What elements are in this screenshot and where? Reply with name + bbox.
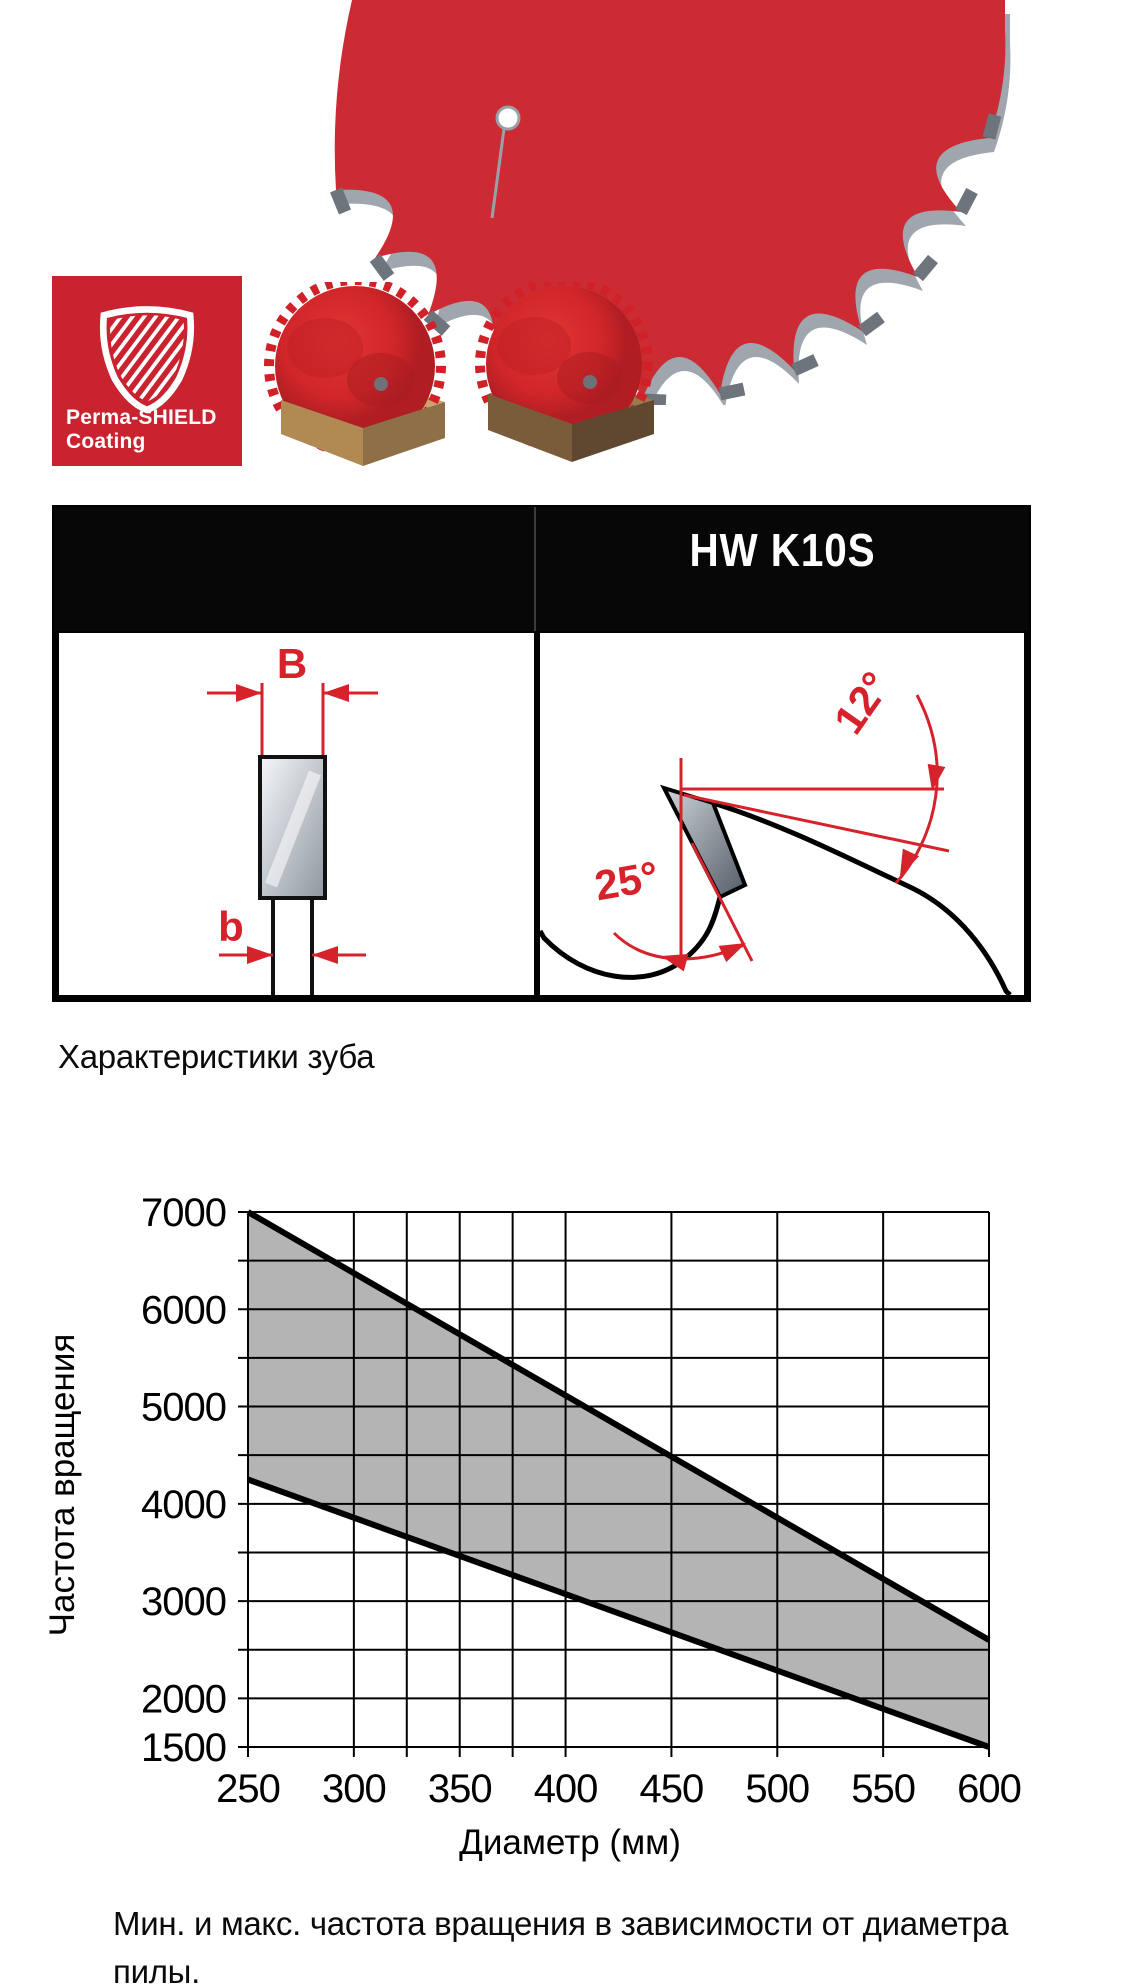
y-tick-label: 6000 — [141, 1288, 226, 1332]
x-tick-label: 400 — [534, 1767, 598, 1811]
y-tick-label: 2000 — [141, 1677, 226, 1721]
rpm-line-max — [246, 1209, 991, 1643]
rpm-band — [248, 1212, 989, 1747]
product-photo-1 — [264, 282, 446, 466]
angle-12-label: 12° — [825, 663, 900, 742]
rpm-line-min — [246, 1476, 991, 1750]
x-axis-title: Диаметр (мм) — [459, 1823, 681, 1862]
perma-shield-badge: Perma-SHIELD Coating — [52, 276, 242, 466]
shield-icon — [99, 306, 195, 414]
chart-caption: Мин. и макс. частота вращения в зависимо… — [113, 1905, 1009, 1987]
saw-blade-image — [329, 0, 1011, 405]
angle-25-label: 25° — [591, 852, 662, 909]
y-tick-label: 1500 — [141, 1726, 226, 1770]
model-label: HW K10S — [689, 524, 876, 576]
table-header: HW K10S — [52, 505, 1031, 633]
spec-table: HW K10S — [52, 505, 1031, 1002]
tooth-width-diagram: B b — [207, 640, 378, 999]
carbide-tips — [329, 113, 1002, 405]
x-tick-label: 600 — [957, 1767, 1021, 1811]
x-tick-label: 450 — [640, 1767, 704, 1811]
blade-pin-hole — [490, 105, 521, 219]
product-photo-2 — [475, 282, 654, 462]
x-tick-label: 550 — [851, 1767, 915, 1811]
dim-b-label: b — [218, 903, 244, 950]
chart-grid — [238, 1211, 990, 1757]
x-tick-label: 300 — [322, 1767, 386, 1811]
badge-line2: Coating — [66, 430, 146, 453]
y-axis-title: Частота вращения — [43, 1334, 82, 1637]
x-tick-label: 250 — [216, 1767, 280, 1811]
x-tick-label: 500 — [745, 1767, 809, 1811]
header-divider — [534, 507, 536, 631]
y-tick-label: 4000 — [141, 1483, 226, 1527]
x-tick-label: 350 — [428, 1767, 492, 1811]
tooth-angle-diagram: 12° 25° — [537, 663, 1012, 997]
tooth-width-diagram-cell: B b — [59, 633, 540, 999]
badge-line1: Perma-SHIELD — [66, 406, 217, 429]
y-tick-label: 5000 — [141, 1386, 226, 1430]
dim-B-label: B — [277, 640, 307, 687]
tooth-angle-diagram-cell: 12° 25° — [537, 633, 1024, 997]
tooth-caption: Характеристики зуба — [58, 1038, 375, 1075]
y-tick-label: 3000 — [141, 1580, 226, 1624]
y-tick-label: 7000 — [141, 1191, 226, 1235]
